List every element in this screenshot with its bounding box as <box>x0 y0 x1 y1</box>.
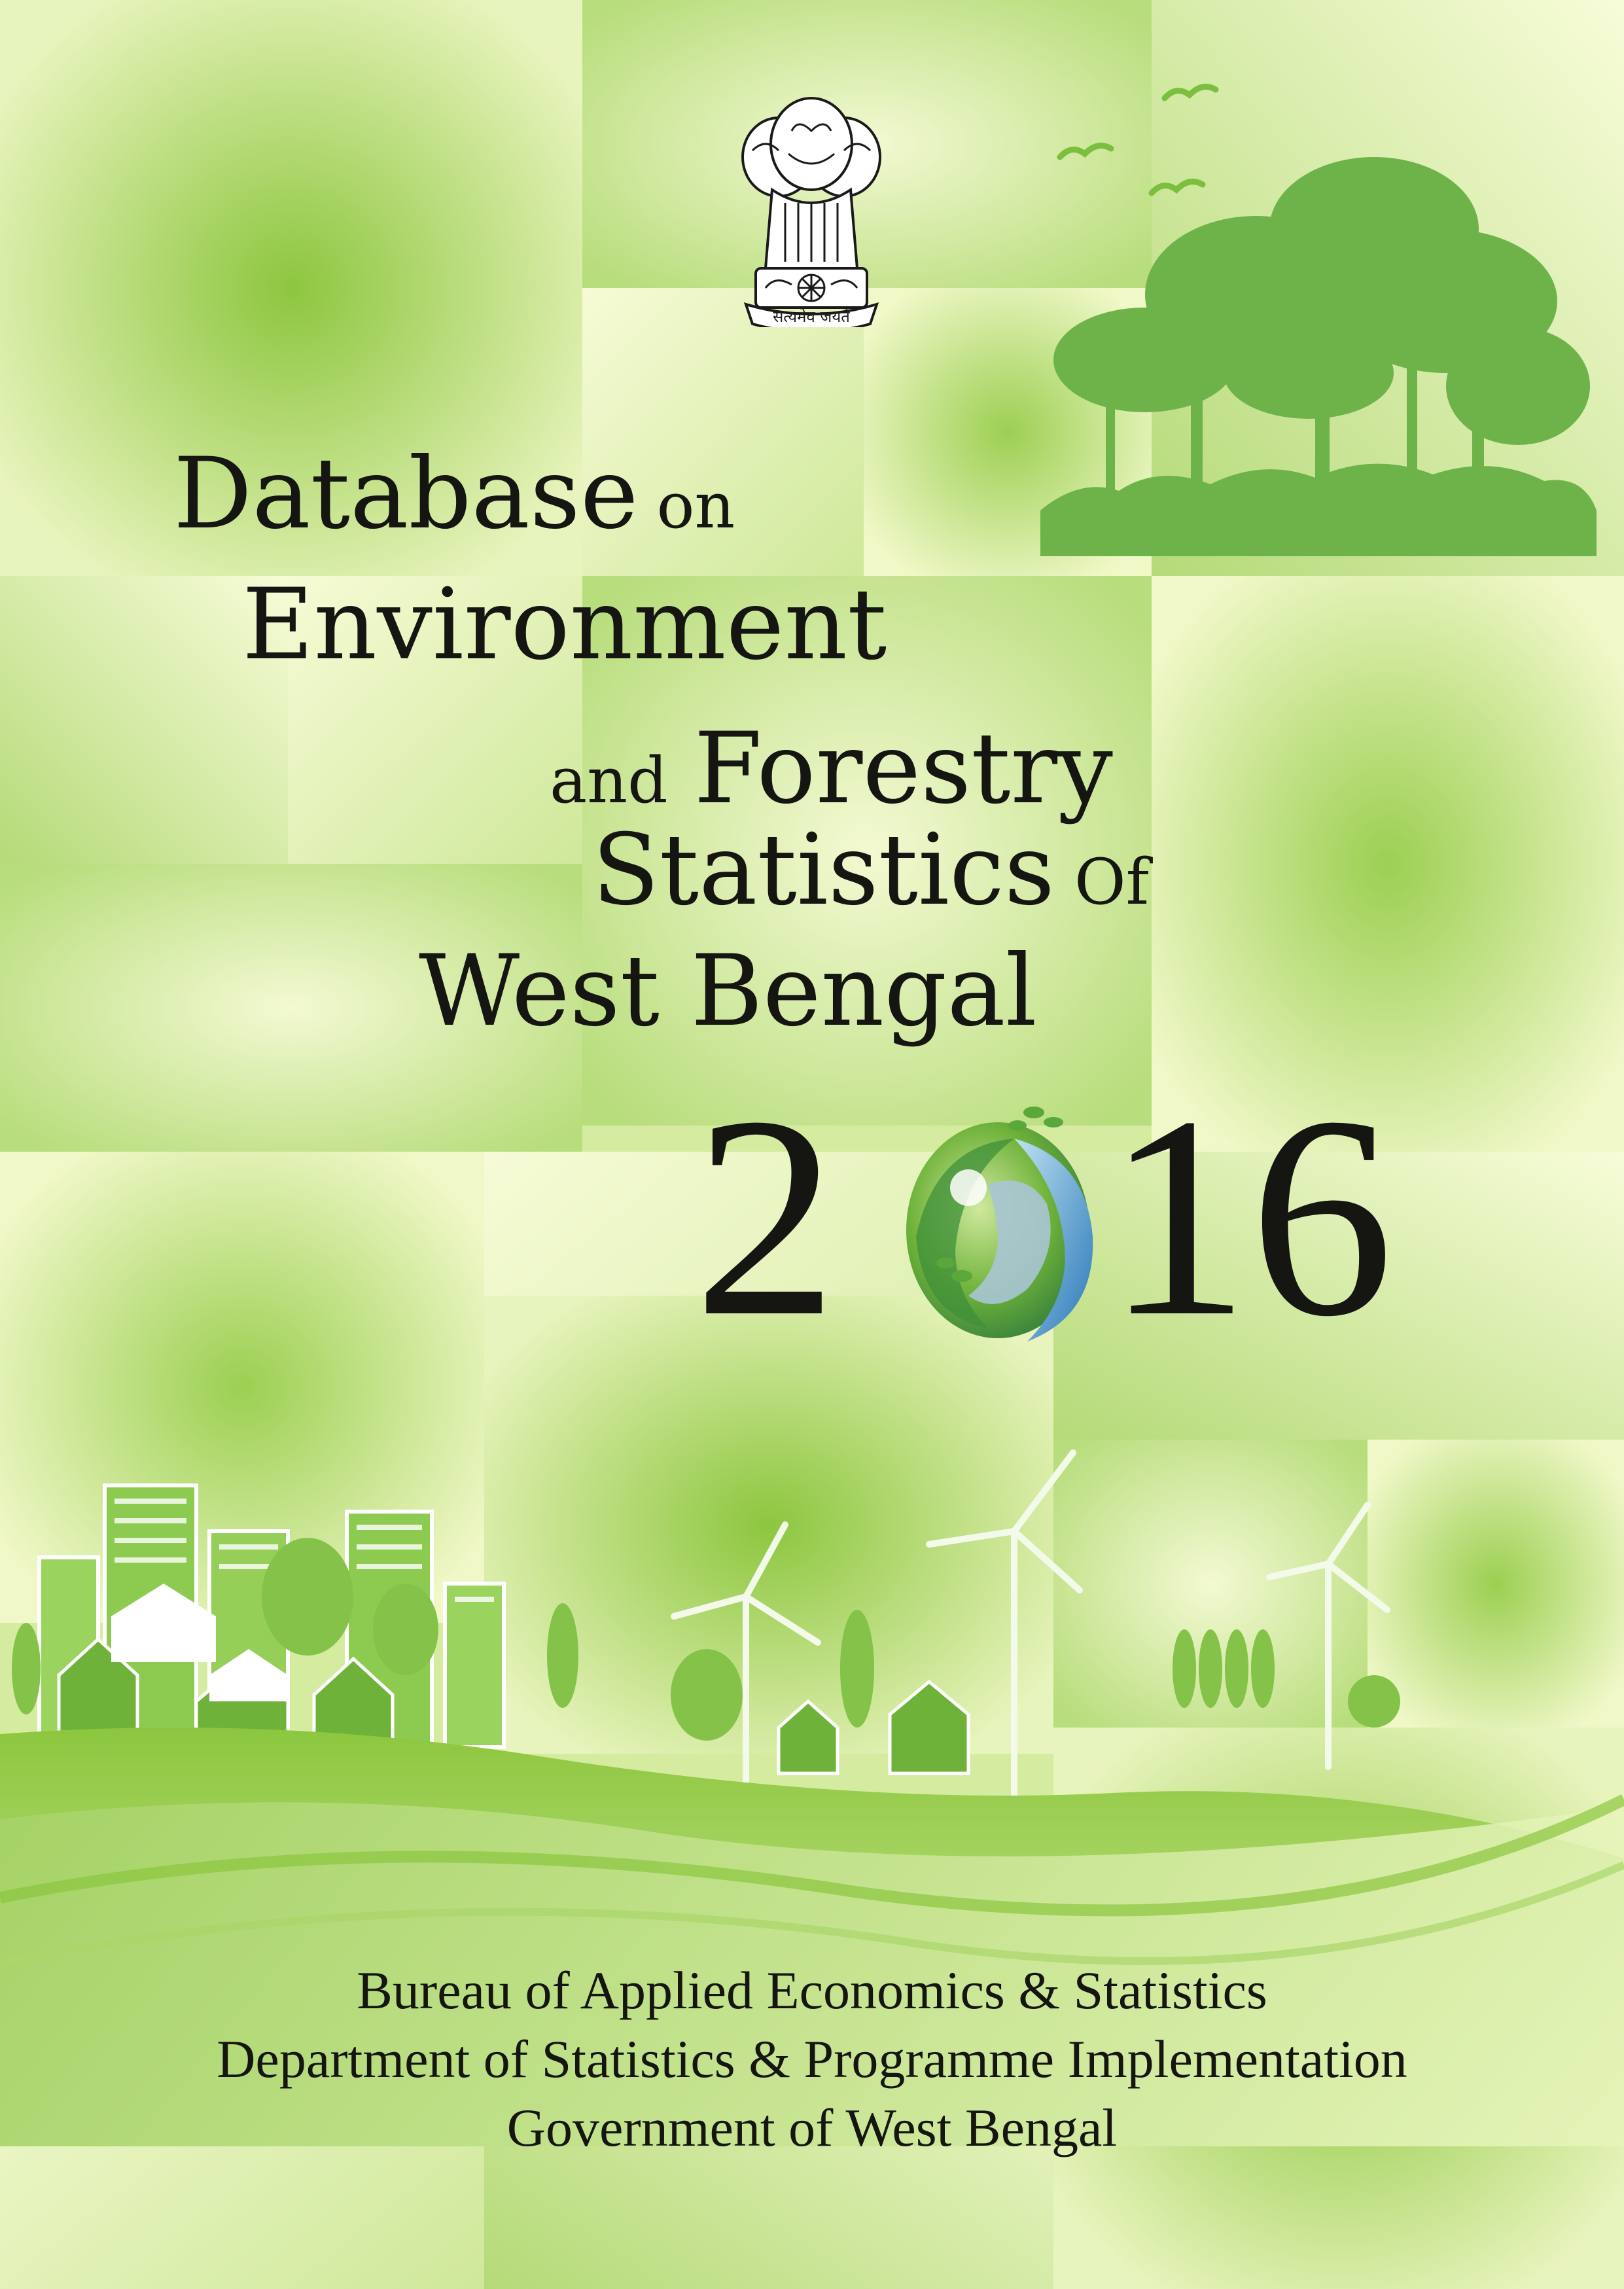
publisher-department: Department of Statistics & Programme Imp… <box>217 2029 1407 2089</box>
title-west-bengal: West Bengal <box>419 934 1037 1048</box>
title-line-1: Database on <box>173 445 735 543</box>
title-line-4: Statistics Of <box>592 821 1149 919</box>
year-suffix: 16 <box>1106 1057 1394 1376</box>
eco-globe-hand-icon <box>906 1107 1093 1341</box>
title-database: Database <box>173 437 639 551</box>
emblem-motto: सत्यमेव जयते <box>773 308 851 326</box>
title-forestry: Forestry <box>694 712 1113 826</box>
birds-icon <box>1057 84 1219 196</box>
title-statistics: Statistics <box>592 813 1055 927</box>
publisher-bureau: Bureau of Applied Economics & Statistics <box>357 1961 1267 2020</box>
year-prefix: 2 <box>694 1057 838 1376</box>
national-emblem-icon: सत्यमेव जयते <box>741 97 881 327</box>
title-environment: Environment <box>242 568 887 682</box>
title-of: Of <box>1074 845 1150 919</box>
publisher-government: Government of West Bengal <box>506 2098 1118 2157</box>
title-and: and <box>550 744 668 817</box>
title-on: on <box>656 469 735 542</box>
forest-silhouette-icon <box>1040 157 1597 556</box>
green-city-landscape <box>0 1449 1624 2146</box>
title-line-3: and Forestry <box>550 720 1113 818</box>
